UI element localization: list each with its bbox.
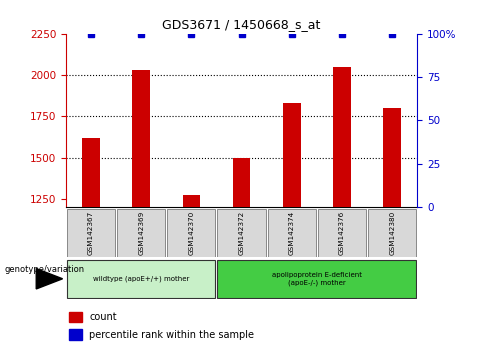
Text: GSM142376: GSM142376 — [339, 211, 345, 255]
Text: genotype/variation: genotype/variation — [5, 266, 85, 274]
FancyBboxPatch shape — [117, 209, 165, 257]
FancyBboxPatch shape — [67, 209, 115, 257]
Text: GSM142367: GSM142367 — [88, 211, 94, 255]
Polygon shape — [36, 269, 62, 289]
Text: GSM142370: GSM142370 — [188, 211, 194, 255]
Bar — [82, 138, 100, 207]
Bar — [283, 103, 301, 207]
Text: wildtype (apoE+/+) mother: wildtype (apoE+/+) mother — [93, 275, 189, 282]
Title: GDS3671 / 1450668_s_at: GDS3671 / 1450668_s_at — [163, 18, 321, 31]
FancyBboxPatch shape — [368, 209, 416, 257]
Bar — [132, 70, 150, 207]
Bar — [69, 329, 82, 340]
Bar — [384, 108, 401, 207]
FancyBboxPatch shape — [218, 259, 416, 298]
Text: GSM142380: GSM142380 — [389, 211, 395, 255]
Bar — [69, 312, 82, 322]
Text: percentile rank within the sample: percentile rank within the sample — [89, 330, 254, 339]
Bar — [333, 67, 351, 207]
Text: count: count — [89, 312, 117, 322]
Text: GSM142372: GSM142372 — [239, 211, 244, 255]
Bar — [233, 158, 250, 207]
Bar — [183, 195, 200, 207]
Text: GSM142374: GSM142374 — [289, 211, 295, 255]
FancyBboxPatch shape — [167, 209, 216, 257]
FancyBboxPatch shape — [267, 209, 316, 257]
Text: apolipoprotein E-deficient
(apoE-/-) mother: apolipoprotein E-deficient (apoE-/-) mot… — [272, 272, 362, 286]
FancyBboxPatch shape — [218, 209, 265, 257]
FancyBboxPatch shape — [67, 259, 216, 298]
Text: GSM142369: GSM142369 — [138, 211, 144, 255]
FancyBboxPatch shape — [318, 209, 366, 257]
